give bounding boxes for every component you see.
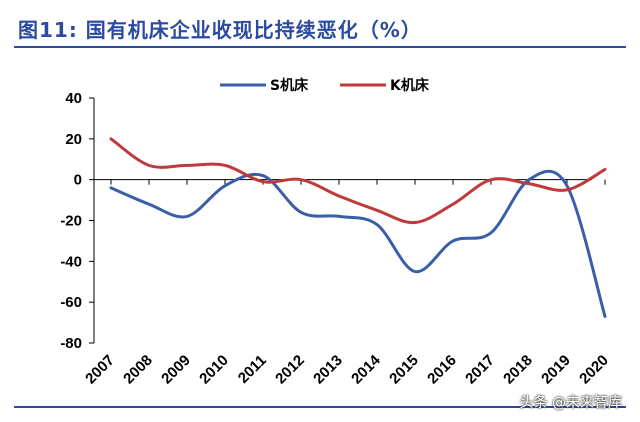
series-line-2 (109, 137, 607, 225)
x-tick-label: 2015 (386, 352, 422, 388)
chart-title: 图11: 国有机床企业收现比持续恶化（%） (18, 18, 422, 42)
x-tick-label: 2018 (500, 352, 536, 388)
x-tick-label: 2010 (196, 352, 232, 388)
y-tick-label: -40 (60, 253, 82, 270)
legend-label-1: S机床 (270, 77, 309, 94)
series-lines (109, 137, 607, 318)
x-tick-label: 2014 (348, 351, 384, 387)
y-tick-label: 0 (74, 172, 82, 189)
x-tick-label: 2017 (462, 352, 498, 388)
y-tick-label: -80 (60, 335, 82, 352)
chart-legend: S机床 K机床 (220, 77, 430, 94)
x-tick-label: 2011 (235, 352, 270, 387)
x-tick-label: 2019 (538, 352, 574, 388)
series-line-1 (109, 169, 607, 318)
y-tick-label: 40 (65, 90, 82, 107)
y-tick-label: -20 (60, 213, 82, 230)
x-tick-label: 2009 (158, 352, 194, 388)
x-tick-label: 2013 (310, 352, 346, 388)
x-tick-label: 2007 (82, 352, 118, 388)
y-tick-label: 20 (65, 131, 82, 148)
x-tick-label: 2016 (424, 352, 460, 388)
title-underline (14, 46, 626, 48)
legend-label-2: K机床 (390, 77, 430, 94)
x-tick-label: 2012 (272, 352, 308, 388)
y-tick-label: -60 (60, 294, 82, 311)
x-tick-label: 2020 (576, 352, 612, 388)
watermark-text: 头条 @未来智库 (519, 395, 622, 411)
bottom-rule (14, 406, 626, 408)
x-tick-label: 2008 (120, 352, 156, 388)
